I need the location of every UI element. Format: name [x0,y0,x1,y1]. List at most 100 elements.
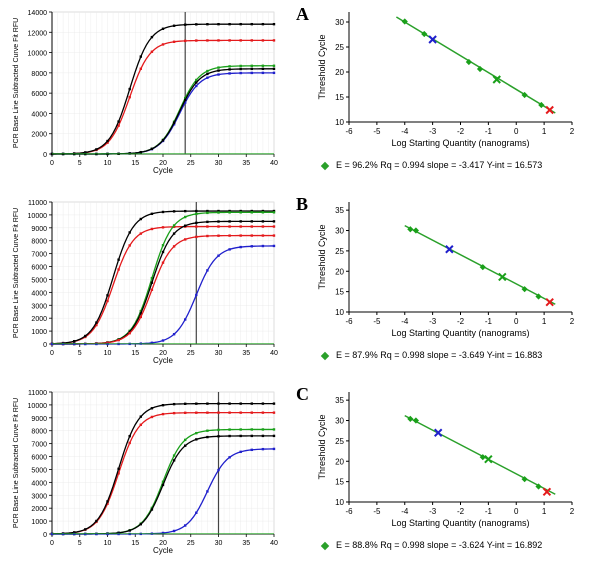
svg-text:Cycle: Cycle [153,356,174,365]
svg-text:35: 35 [335,206,344,215]
svg-text:-6: -6 [345,507,353,516]
svg-text:30: 30 [335,227,344,236]
svg-text:30: 30 [215,160,223,167]
svg-text:4000: 4000 [31,290,47,297]
svg-text:-5: -5 [373,317,381,326]
stats-value: 87.9% [352,350,378,360]
svg-text:9000: 9000 [31,226,47,233]
stats-label: E = [336,350,352,360]
panel-label: A [296,4,309,25]
svg-text:Log Starting Quantity (nanogra: Log Starting Quantity (nanograms) [391,518,529,528]
svg-text:Threshold Cycle: Threshold Cycle [317,224,327,289]
stats-value: -3.624 [459,540,485,550]
svg-text:25: 25 [187,540,195,547]
svg-text:1000: 1000 [31,519,47,526]
svg-text:20: 20 [335,68,344,77]
svg-text:1000: 1000 [31,329,47,336]
svg-text:10000: 10000 [28,51,48,58]
stats-line: E = 87.9% Rq = 0.998 slope = -3.649 Y-in… [322,350,542,360]
svg-text:-6: -6 [345,317,353,326]
svg-text:-4: -4 [401,317,409,326]
svg-text:9000: 9000 [31,416,47,423]
amplification-chart: 0510152025303540010002000300040005000600… [10,386,280,556]
svg-text:Cycle: Cycle [153,546,174,555]
svg-text:1: 1 [542,507,547,516]
svg-text:-2: -2 [457,317,465,326]
svg-text:35: 35 [242,540,250,547]
svg-text:4000: 4000 [31,480,47,487]
svg-text:2: 2 [570,507,575,516]
svg-text:5000: 5000 [31,277,47,284]
svg-text:15: 15 [335,478,344,487]
svg-text:35: 35 [335,396,344,405]
svg-text:0: 0 [50,540,54,547]
svg-text:-1: -1 [485,127,493,136]
amplification-chart: 0510152025303540010002000300040005000600… [10,196,280,366]
stats-line: E = 96.2% Rq = 0.994 slope = -3.417 Y-in… [322,160,542,170]
svg-text:-1: -1 [485,317,493,326]
svg-text:-1: -1 [485,507,493,516]
svg-text:10: 10 [104,160,112,167]
legend-marker-icon [321,161,329,169]
svg-text:0: 0 [514,127,519,136]
svg-text:30: 30 [215,350,223,357]
svg-text:10: 10 [104,540,112,547]
svg-text:-2: -2 [457,507,465,516]
svg-text:30: 30 [215,540,223,547]
svg-text:2: 2 [570,127,575,136]
panel-row-A: A051015202530354002000400060008000100001… [0,0,600,180]
svg-text:20: 20 [335,267,344,276]
panel-label: C [296,384,309,405]
svg-text:-6: -6 [345,127,353,136]
svg-text:25: 25 [187,160,195,167]
stats-label: E = [336,160,352,170]
svg-text:10: 10 [335,308,344,317]
svg-text:10000: 10000 [28,213,48,220]
svg-text:-3: -3 [429,507,437,516]
svg-text:25: 25 [335,437,344,446]
stats-value: 0.998 [402,540,425,550]
svg-text:7000: 7000 [31,442,47,449]
stats-label: slope = [425,350,459,360]
svg-text:-5: -5 [373,507,381,516]
svg-text:5: 5 [78,540,82,547]
stats-label: slope = [425,540,459,550]
stats-label: Y-int = [484,160,514,170]
svg-text:-3: -3 [429,317,437,326]
svg-text:15: 15 [335,288,344,297]
stats-label: Rq = [378,540,402,550]
svg-text:35: 35 [242,160,250,167]
svg-text:PCR Base Line Subtracted Curve: PCR Base Line Subtracted Curve Fit RFU [13,398,20,528]
svg-text:10: 10 [104,350,112,357]
panel-label: B [296,194,308,215]
figure-container: A051015202530354002000400060008000100001… [0,0,600,570]
svg-text:5: 5 [78,160,82,167]
svg-text:0: 0 [43,342,47,349]
svg-text:30: 30 [335,18,344,27]
standard-curve-chart: -6-5-4-3-2-1012101520253035Threshold Cyc… [315,386,580,556]
svg-text:10: 10 [335,118,344,127]
stats-value: 16.883 [515,350,543,360]
svg-text:1: 1 [542,127,547,136]
svg-text:PCR Base Line Subtracted Curve: PCR Base Line Subtracted Curve Fit RFU [13,18,20,148]
svg-text:11000: 11000 [28,200,47,207]
svg-text:0: 0 [514,317,519,326]
svg-text:-2: -2 [457,127,465,136]
svg-text:Cycle: Cycle [153,166,174,175]
svg-text:20: 20 [335,457,344,466]
svg-text:25: 25 [187,350,195,357]
svg-text:7000: 7000 [31,252,47,259]
svg-text:10: 10 [335,498,344,507]
stats-value: 88.8% [352,540,378,550]
svg-text:Log Starting Quantity (nanogra: Log Starting Quantity (nanograms) [391,138,529,148]
svg-text:-4: -4 [401,507,409,516]
stats-label: Rq = [378,160,402,170]
svg-text:0: 0 [43,532,47,539]
legend-marker-icon [321,351,329,359]
svg-text:Log Starting Quantity (nanogra: Log Starting Quantity (nanograms) [391,328,529,338]
stats-value: 96.2% [352,160,378,170]
svg-text:0: 0 [514,507,519,516]
svg-text:PCR Base Line Subtracted Curve: PCR Base Line Subtracted Curve Fit RFU [13,208,20,338]
svg-text:Threshold Cycle: Threshold Cycle [317,34,327,99]
svg-text:5: 5 [78,350,82,357]
